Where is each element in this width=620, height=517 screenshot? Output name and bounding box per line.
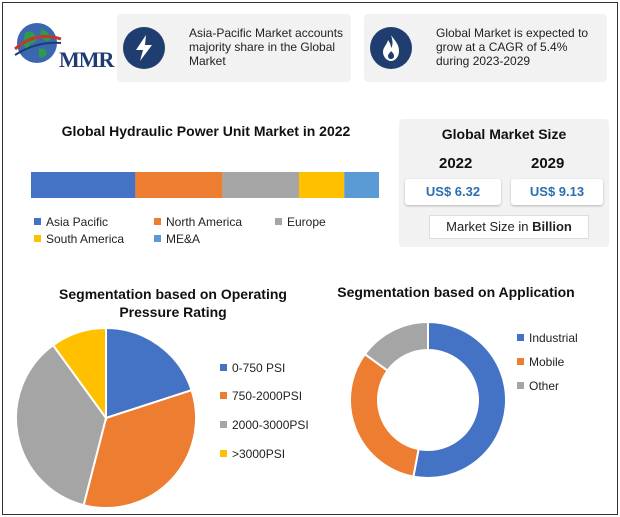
legend-swatch-donut-industrial [517,334,524,342]
year-2029: 2029 [531,155,565,172]
bar-segment-europe [222,172,299,198]
legend-south-america: South America [34,232,124,246]
legend-donut-other: Other [517,379,559,393]
info-card-left-text: Asia-Pacific Market accounts majority sh… [189,26,344,68]
legend-pie-0-750-psi: 0-750 PSI [220,361,285,375]
bar-segment-me-a [344,172,379,198]
legend-swatch-pie-0-750-psi [220,364,227,372]
pie-title-line-1: Segmentation based on Operating [59,286,287,302]
legend-label-donut-other: Other [529,379,560,393]
donut-slice-other [363,321,429,373]
value-2029: US$ 9.13 [511,179,603,205]
bar-chart-title: Global Hydraulic Power Unit Market in 20… [61,123,351,139]
market-size-panel: Global Market Size 2022 2029 US$ 6.32 US… [399,119,609,247]
legend-swatch-north-america [154,218,161,226]
legend-north-america: North America [154,215,242,229]
legend-swatch-europe [275,218,282,226]
legend-europe: Europe [275,215,326,229]
bar-segment-asia-pacific [31,172,136,198]
application-donut-chart [349,321,508,479]
bar-segment-north-america [135,172,223,198]
legend-swatch-south-america [34,235,41,243]
pie-slice-2000-3000psi [15,343,108,507]
lightning-icon [123,27,165,69]
legend-label-south-america: South America [46,232,125,246]
legend-me-a: ME&A [154,232,200,246]
legend-swatch-pie-750-2000psi [220,392,227,400]
legend-label-asia-pacific: Asia Pacific [46,215,109,229]
stacked-bar-chart [31,172,379,198]
legend-label-donut-mobile: Mobile [529,355,565,369]
pie-slice-0-750-psi [105,326,193,420]
legend-label-north-america: North America [166,215,243,229]
year-2022: 2022 [439,155,473,172]
legend-swatch-donut-other [517,382,524,390]
note-prefix: Market Size in [446,219,533,234]
info-card-cagr: Global Market is expected to grow at a C… [364,14,607,82]
flame-icon [370,27,412,69]
market-size-note: Market Size in Billion [429,215,589,239]
legend-donut-mobile: Mobile [517,355,564,369]
legend-donut-industrial: Industrial [517,331,578,345]
legend-label-me-a: ME&A [166,232,201,246]
legend-pie-3000psi: >3000PSI [220,447,285,461]
legend-label-pie-2000-3000psi: 2000-3000PSI [232,418,309,432]
legend-swatch-me-a [154,235,161,243]
pie-title-line-2: Pressure Rating [119,304,227,320]
legend-asia-pacific: Asia Pacific [34,215,108,229]
legend-label-pie-0-750-psi: 0-750 PSI [232,361,286,375]
pressure-pie-chart [15,326,197,509]
legend-swatch-pie-3000psi [220,450,227,458]
market-size-title: Global Market Size [441,126,567,142]
info-card-asia-pacific: Asia-Pacific Market accounts majority sh… [117,14,351,82]
legend-label-donut-industrial: Industrial [529,331,578,345]
bar-segment-south-america [298,172,345,198]
value-2022: US$ 6.32 [405,179,501,205]
note-unit: Billion [532,219,572,234]
pie-slice-750-2000psi [82,388,197,509]
logo-text: MMR [59,47,114,72]
legend-label-pie-750-2000psi: 750-2000PSI [232,389,303,403]
pie-chart-title: Segmentation based on Operating Pressure… [23,285,323,321]
legend-pie-2000-3000psi: 2000-3000PSI [220,418,309,432]
globe-icon [13,23,62,63]
legend-label-europe: Europe [287,215,326,229]
legend-swatch-asia-pacific [34,218,41,226]
legend-pie-750-2000psi: 750-2000PSI [220,389,302,403]
legend-swatch-donut-mobile [517,358,524,366]
donut-slice-mobile [349,352,420,478]
donut-slice-industrial [412,321,508,479]
legend-swatch-pie-2000-3000psi [220,421,227,429]
legend-label-pie-3000psi: >3000PSI [232,447,286,461]
pie-slice-3000psi [51,326,107,422]
info-card-right-text: Global Market is expected to grow at a C… [436,26,589,68]
donut-chart-title: Segmentation based on Application [337,284,575,300]
mmr-logo: MMR [13,19,114,72]
